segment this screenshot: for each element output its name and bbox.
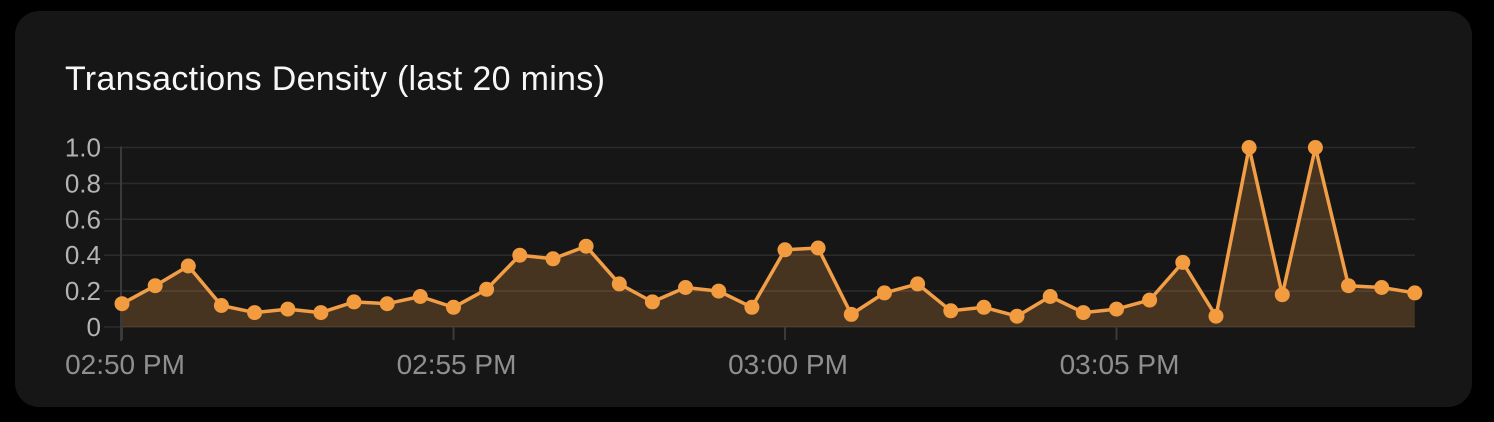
panel-title: Transactions Density (last 20 mins) bbox=[65, 60, 606, 98]
data-point bbox=[1142, 292, 1158, 308]
data-point bbox=[644, 294, 660, 310]
data-point bbox=[777, 242, 793, 258]
x-tick-label: 02:50 PM bbox=[65, 349, 185, 380]
data-point bbox=[412, 289, 428, 304]
data-point bbox=[1208, 308, 1224, 324]
data-point bbox=[479, 281, 495, 297]
data-point bbox=[512, 247, 528, 263]
data-point bbox=[545, 251, 561, 267]
transactions-density-panel: Transactions Density (last 20 mins) bbox=[15, 11, 1472, 407]
x-tick-label: 02:55 PM bbox=[397, 349, 517, 380]
data-point bbox=[1109, 301, 1124, 317]
data-point bbox=[1042, 289, 1058, 304]
data-point bbox=[213, 298, 229, 313]
series-line bbox=[120, 145, 1417, 318]
data-point bbox=[346, 294, 362, 310]
data-point bbox=[1075, 305, 1091, 321]
data-point bbox=[1407, 285, 1423, 301]
data-point bbox=[446, 299, 461, 315]
data-point bbox=[1307, 140, 1323, 155]
data-point bbox=[280, 301, 296, 317]
y-tick-label: 0.4 bbox=[65, 240, 101, 270]
data-point bbox=[1374, 280, 1390, 295]
data-point bbox=[379, 296, 395, 312]
data-point bbox=[578, 238, 594, 254]
data-point bbox=[1341, 278, 1356, 294]
x-tick-label: 03:05 PM bbox=[1060, 349, 1180, 380]
y-tick-label: 0.2 bbox=[65, 276, 101, 306]
data-point bbox=[313, 305, 329, 321]
data-point bbox=[1274, 287, 1290, 303]
x-tick-label: 03:00 PM bbox=[728, 349, 848, 380]
data-point bbox=[976, 299, 992, 315]
data-point bbox=[744, 299, 760, 315]
data-point bbox=[711, 283, 727, 299]
data-point bbox=[114, 296, 130, 312]
data-point bbox=[247, 305, 263, 321]
data-point bbox=[678, 280, 693, 295]
y-tick-label: 0.8 bbox=[65, 168, 101, 198]
data-point bbox=[843, 306, 859, 322]
y-tick-label: 0 bbox=[87, 312, 101, 342]
data-point bbox=[1009, 308, 1025, 324]
data-point bbox=[1241, 140, 1257, 155]
series-area-fill bbox=[122, 147, 1415, 327]
data-point bbox=[810, 240, 826, 256]
y-tick-label: 1.0 bbox=[65, 133, 101, 163]
data-point bbox=[180, 258, 196, 274]
data-point bbox=[1175, 254, 1191, 270]
y-tick-label: 0.6 bbox=[65, 204, 101, 234]
data-point bbox=[147, 278, 163, 294]
data-point bbox=[943, 303, 959, 319]
data-point bbox=[910, 276, 926, 292]
data-point bbox=[876, 285, 892, 301]
data-point bbox=[611, 276, 627, 292]
